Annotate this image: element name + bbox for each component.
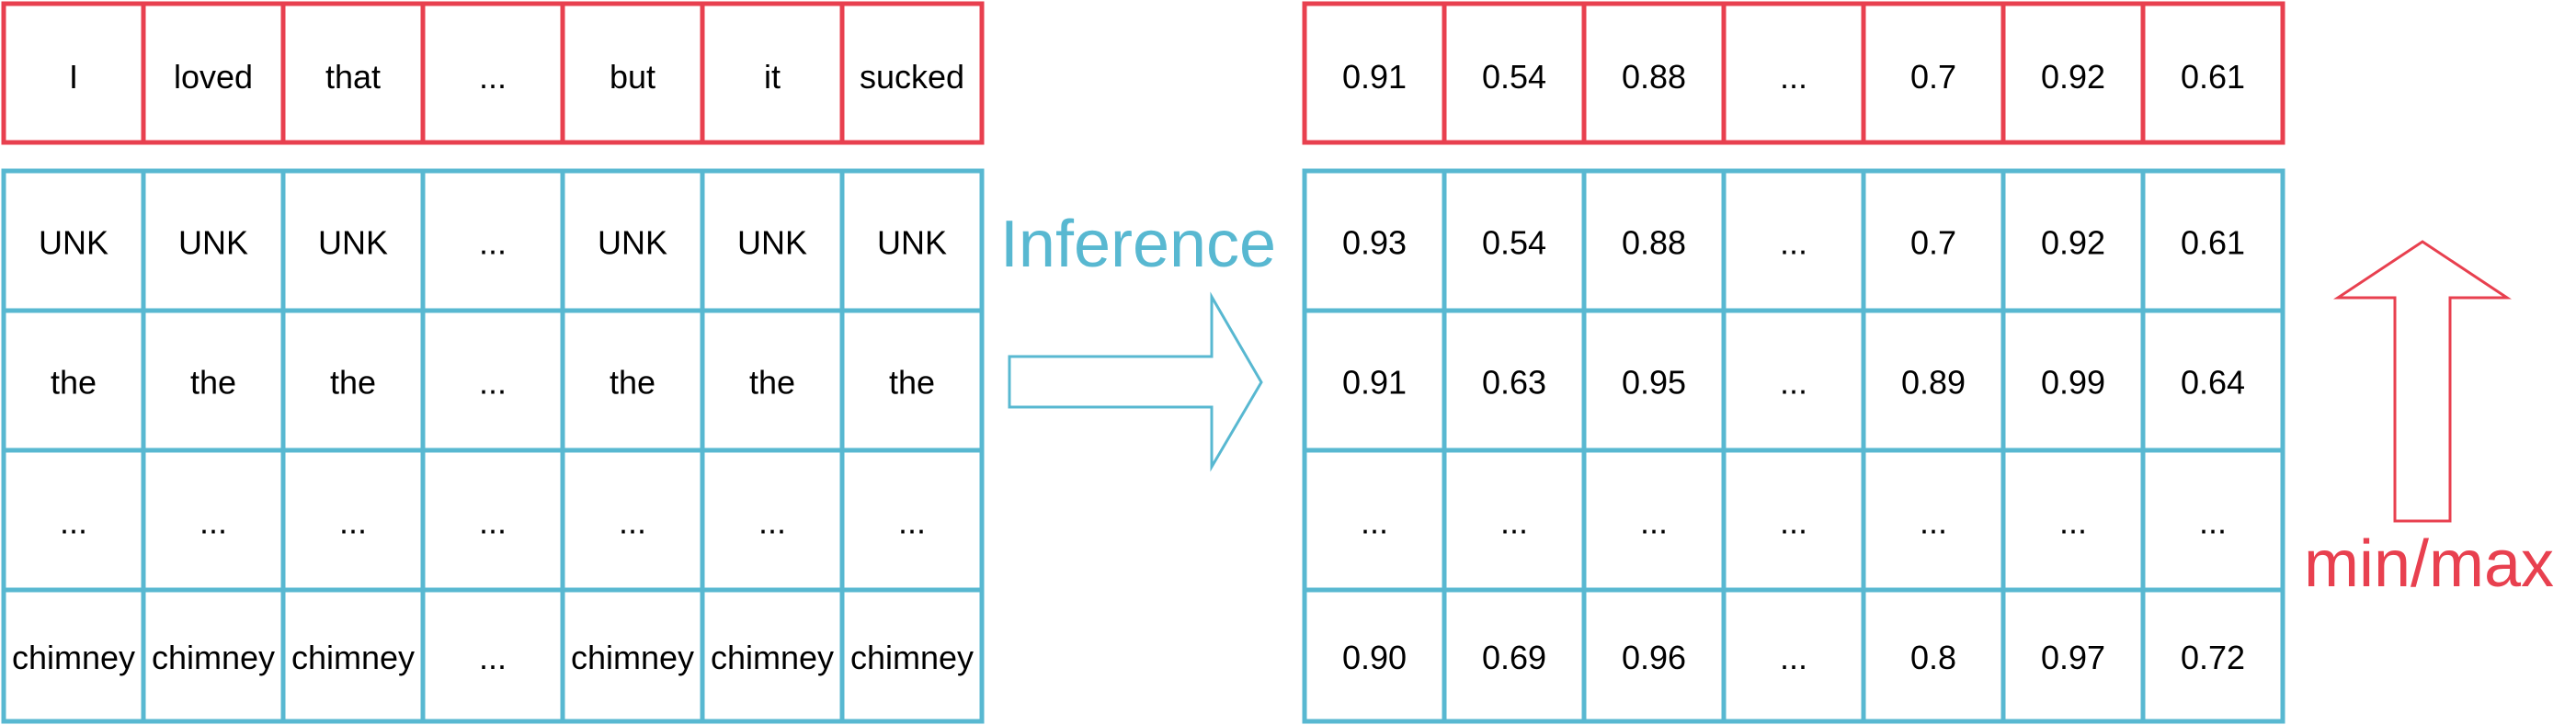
grid-cell-text: 0.89 <box>1901 364 1966 402</box>
top-row-cell-text: 0.7 <box>1910 58 1956 96</box>
top-row-cell-text: 0.61 <box>2181 58 2245 96</box>
grid-cell-text: ... <box>1500 504 1528 541</box>
grid-cell-text: ... <box>1920 504 1947 541</box>
top-row-cell-text: ... <box>1780 58 1807 96</box>
grid-cell-text: ... <box>2199 504 2227 541</box>
grid-cell-text: ... <box>479 224 507 262</box>
grid-cell-text: ... <box>1780 224 1807 262</box>
grid-cell-text: the <box>330 364 376 402</box>
top-row-cell-text: that <box>325 58 381 96</box>
top-row-cell-text: 0.88 <box>1622 58 1686 96</box>
top-row-cell-text: 0.54 <box>1482 58 1546 96</box>
grid-cell-text: 0.95 <box>1622 364 1686 402</box>
top-row-cell-text: ... <box>479 58 507 96</box>
grid-cell-text: the <box>889 364 935 402</box>
grid-cell-text: UNK <box>39 224 108 262</box>
grid-cell-text: ... <box>479 639 507 676</box>
grid-cell-text: the <box>190 364 236 402</box>
grid-cell-text: ... <box>199 504 227 541</box>
top-row-cell-text: loved <box>174 58 253 96</box>
grid-cell-text: the <box>610 364 655 402</box>
top-row-cell <box>2140 1 2285 145</box>
grid-cell-text: ... <box>479 504 507 541</box>
grid-cell-text: the <box>749 364 795 402</box>
grid-cell-text: the <box>51 364 97 402</box>
top-row-cell-text: but <box>610 58 655 96</box>
right-arrow-icon <box>1008 291 1263 472</box>
grid-cell-text: ... <box>1640 504 1668 541</box>
minmax-label: min/max <box>2304 527 2554 601</box>
grid-cell-text: 0.54 <box>1482 224 1546 262</box>
grid-cell-text: UNK <box>737 224 807 262</box>
grid-cell-text: 0.92 <box>2041 224 2105 262</box>
top-row-cell-text: sucked <box>860 58 964 96</box>
top-row-cell-text: it <box>764 58 781 96</box>
grid-cell-text: 0.72 <box>2181 639 2245 676</box>
grid-cell-text: UNK <box>598 224 667 262</box>
top-row-cell-text: 0.91 <box>1342 58 1407 96</box>
grid-cell-text: chimney <box>571 639 694 676</box>
grid-cell-text: 0.69 <box>1482 639 1546 676</box>
score-grid: 0.91 0.54 0.88... 0.7 0.92 0.61 0.93 0.54 0.88..… <box>1302 1 2285 724</box>
grid-cell-text: ... <box>898 504 926 541</box>
grid-cell-text: 0.99 <box>2041 364 2105 402</box>
up-arrow-icon <box>2333 240 2512 523</box>
grid-cell-text: 0.8 <box>1910 639 1956 676</box>
top-row-cell-text: I <box>69 58 78 96</box>
grid-cell-text: ... <box>1780 504 1807 541</box>
grid-cell-text: ... <box>2059 504 2087 541</box>
top-row-cell <box>839 1 985 145</box>
grid-cell-text: chimney <box>152 639 275 676</box>
grid-cell-text: ... <box>479 364 507 402</box>
grid-cell-text: chimney <box>12 639 135 676</box>
grid-cell-text: UNK <box>178 224 248 262</box>
grid-cell-text: ... <box>60 504 87 541</box>
grid-cell-text: ... <box>619 504 646 541</box>
top-row-cell-text: 0.92 <box>2041 58 2105 96</box>
grid-cell-text: ... <box>1361 504 1388 541</box>
grid-cell-text: 0.7 <box>1910 224 1956 262</box>
grid-cell-text: 0.91 <box>1342 364 1407 402</box>
grid-cell-text: 0.93 <box>1342 224 1407 262</box>
grid-cell-text: UNK <box>318 224 388 262</box>
grid-cell-text: 0.88 <box>1622 224 1686 262</box>
grid-cell <box>2140 587 2285 724</box>
grid-cell-text: ... <box>339 504 367 541</box>
grid-cell-text: 0.63 <box>1482 364 1546 402</box>
grid-cell-text: ... <box>758 504 786 541</box>
grid-cell-text: ... <box>1780 639 1807 676</box>
grid-cell-text: 0.96 <box>1622 639 1686 676</box>
inference-label: Inference <box>1000 208 1276 281</box>
grid-cell-text: chimney <box>850 639 974 676</box>
grid-cell-text: UNK <box>877 224 947 262</box>
grid-cell-text: ... <box>1780 364 1807 402</box>
grid-cell-text: chimney <box>291 639 415 676</box>
grid-cell-text: 0.64 <box>2181 364 2245 402</box>
grid-cell-text: 0.61 <box>2181 224 2245 262</box>
grid-cell-text: 0.90 <box>1342 639 1407 676</box>
grid-cell-text: chimney <box>711 639 834 676</box>
grid-cell <box>839 587 985 724</box>
grid-cell-text: 0.97 <box>2041 639 2105 676</box>
